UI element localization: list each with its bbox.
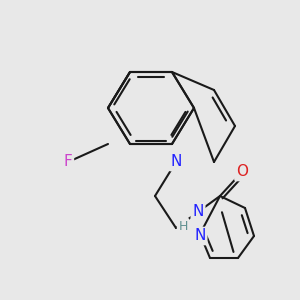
Text: N: N bbox=[194, 229, 206, 244]
Text: F: F bbox=[64, 154, 72, 169]
Text: N: N bbox=[170, 154, 182, 169]
Text: N: N bbox=[192, 205, 204, 220]
Text: O: O bbox=[236, 164, 248, 179]
Text: H: H bbox=[178, 220, 188, 232]
